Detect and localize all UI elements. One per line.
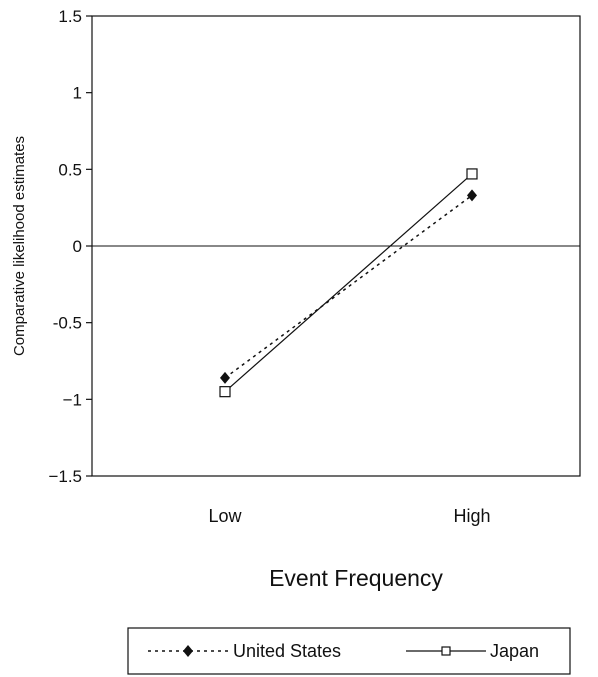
- legend-box: [127, 627, 571, 675]
- data-point: [219, 386, 231, 398]
- x-axis-label: Event Frequency: [269, 565, 443, 591]
- y-tick-label: −1: [63, 390, 82, 409]
- legend-us-marker: [183, 645, 193, 657]
- y-tick-label: 1: [73, 84, 82, 103]
- x-axis-ticks: Low High: [208, 506, 490, 526]
- legend-japan-label: Japan: [490, 641, 539, 661]
- series-japan: [219, 168, 478, 398]
- y-tick-label: 0: [73, 237, 82, 256]
- plot-area: [91, 15, 581, 477]
- legend: United States Japan: [127, 627, 571, 675]
- x-tick-label: Low: [208, 506, 242, 526]
- y-tick-label: −1.5: [48, 467, 82, 486]
- y-tick-label: -0.5: [53, 314, 82, 333]
- data-point: [467, 189, 477, 202]
- series-line: [224, 173, 473, 393]
- data-point: [220, 371, 230, 384]
- data-point: [466, 168, 478, 180]
- legend-japan-marker: [441, 646, 451, 656]
- x-tick-label: High: [453, 506, 490, 526]
- series-united-states: [220, 189, 477, 384]
- series-line: [224, 194, 473, 379]
- y-axis-label: Comparative likelihood estimates: [11, 136, 28, 356]
- y-axis-ticks: 1.5 1 0.5 0 -0.5 −1 −1.5: [48, 7, 92, 486]
- legend-us-label: United States: [233, 641, 341, 661]
- series-layer: [219, 168, 478, 398]
- y-tick-label: 0.5: [58, 160, 82, 179]
- y-tick-label: 1.5: [58, 7, 82, 26]
